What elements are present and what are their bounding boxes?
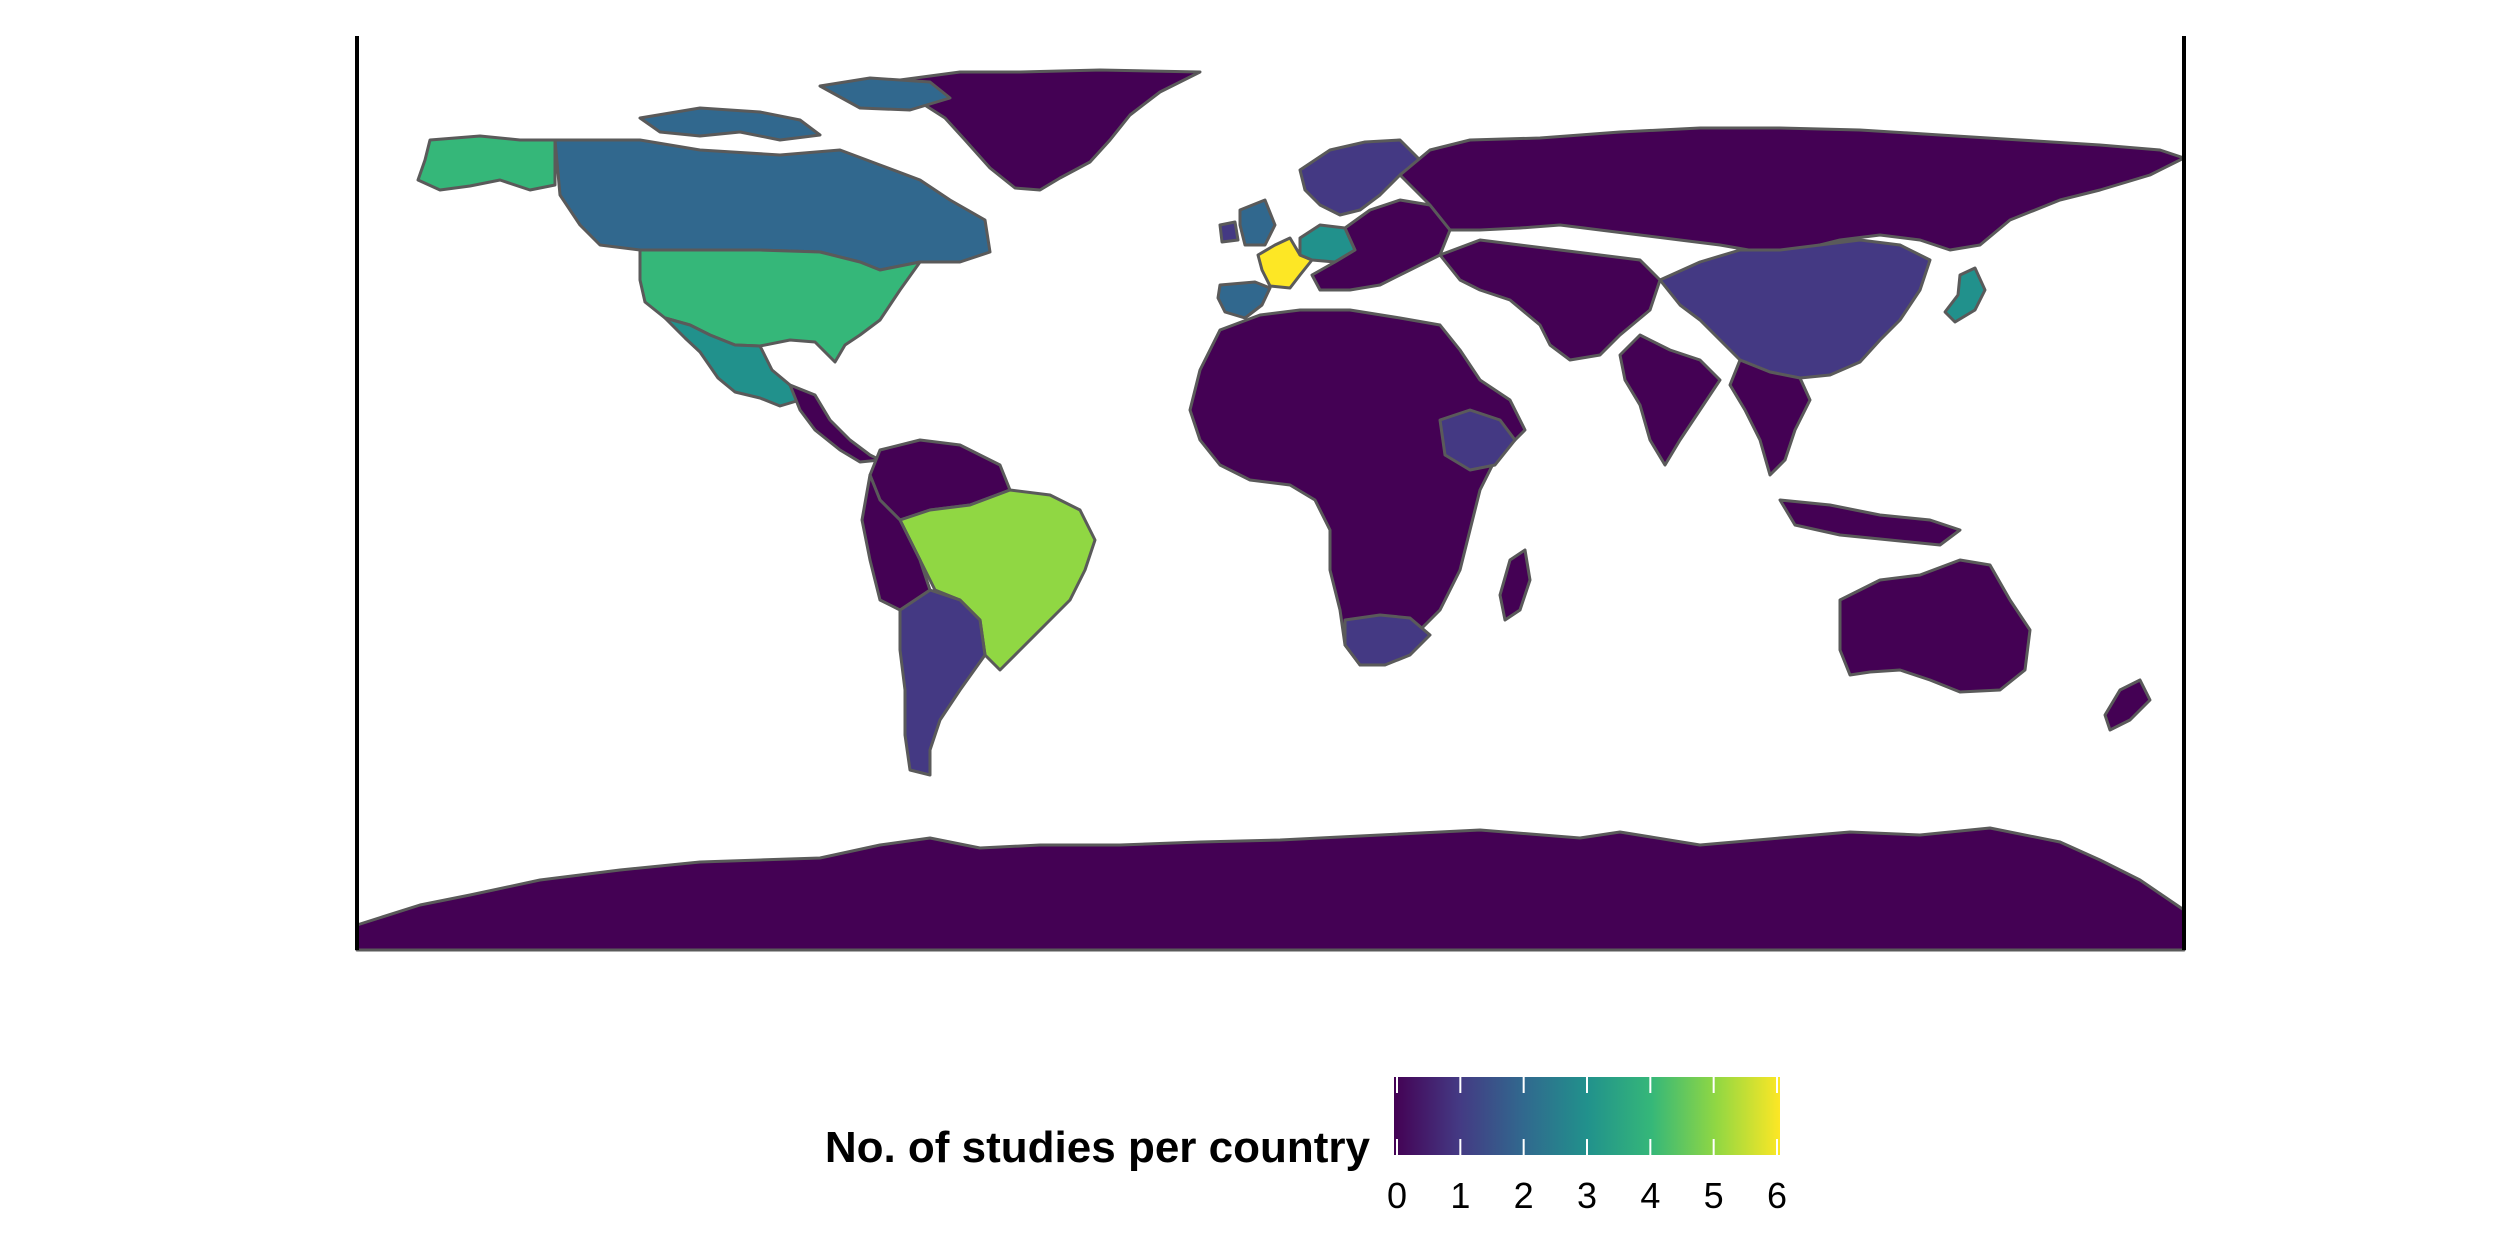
- country-scandinavia: [1298, 138, 1422, 217]
- country-alaska: [416, 134, 557, 192]
- country-andes: [860, 473, 932, 612]
- country-indonesia: [1778, 498, 1962, 547]
- legend-tick-label: 1: [1450, 1175, 1470, 1216]
- country-arctic-islands: [638, 76, 952, 142]
- country-brazil: [898, 488, 1097, 672]
- country-new-zealand: [2103, 678, 2152, 732]
- legend-tick-label: 5: [1704, 1175, 1724, 1216]
- country-australia: [1838, 558, 2032, 694]
- legend-tick-label: 2: [1514, 1175, 1534, 1216]
- country-ireland: [1218, 220, 1240, 244]
- legend-tick-label: 0: [1387, 1175, 1407, 1216]
- country-greenland: [898, 68, 1202, 192]
- country-ethiopia: [1438, 408, 1517, 472]
- legend-tick-label: 4: [1640, 1175, 1660, 1216]
- country-southeast-asia: [1728, 358, 1812, 477]
- country-south-africa: [1343, 613, 1432, 667]
- country-japan: [1943, 266, 1987, 324]
- country-middle-east-central-asia: [1438, 238, 1662, 362]
- country-antarctica: [355, 826, 2186, 952]
- country-uk: [1238, 198, 1277, 247]
- legend-tick-label: 6: [1767, 1175, 1787, 1216]
- country-spain: [1216, 280, 1272, 320]
- country-russia: [1398, 126, 2186, 254]
- country-argentina: [898, 588, 987, 777]
- legend-title: No. of studies per country: [825, 1123, 1371, 1172]
- country-eastern-europe: [1310, 198, 1452, 292]
- country-canada: [553, 138, 992, 272]
- country-india: [1618, 333, 1722, 467]
- country-madagascar: [1498, 548, 1532, 622]
- country-china: [1658, 238, 1932, 380]
- legend-tick-label: 3: [1577, 1175, 1597, 1216]
- country-africa: [1188, 308, 1527, 667]
- country-france: [1256, 236, 1314, 290]
